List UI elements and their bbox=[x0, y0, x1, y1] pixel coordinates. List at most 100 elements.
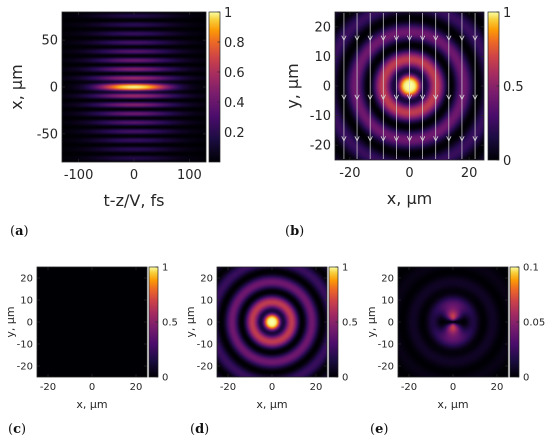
colorbar-tick-label: 0.5 bbox=[503, 80, 524, 95]
panel-b: -20 0 20 -20 -10 0 10 20 x, μm y, μm 0 0.5 1 (b) bbox=[283, 6, 524, 239]
y-axis-label: y, μm bbox=[365, 306, 378, 337]
y-tick-label: 10 bbox=[381, 296, 394, 307]
x-axis-label: x, μm bbox=[76, 398, 107, 411]
colorbar-tick-label: 0 bbox=[503, 154, 511, 169]
y-tick-label: 10 bbox=[20, 296, 33, 307]
colorbar-tick-label: 0.5 bbox=[342, 318, 358, 329]
panel-label: (b) bbox=[285, 224, 304, 239]
streamline-arrow bbox=[446, 94, 452, 101]
streamline-arrow bbox=[354, 35, 360, 42]
y-tick-label: -10 bbox=[378, 340, 394, 351]
y-axis-label: x, μm bbox=[7, 64, 26, 109]
y-tick-label: 20 bbox=[20, 274, 33, 285]
streamline-arrow bbox=[459, 136, 465, 142]
y-tick-label: -10 bbox=[197, 340, 213, 351]
streamline-arrow bbox=[341, 94, 347, 101]
streamline-arrow bbox=[459, 35, 465, 42]
x-tick-label: 20 bbox=[310, 382, 323, 393]
y-tick-label: 50 bbox=[41, 34, 58, 49]
streamline-arrow bbox=[393, 35, 399, 42]
colorbar-tick-label: 0.6 bbox=[224, 66, 245, 81]
x-tick-label: -100 bbox=[64, 168, 94, 183]
colorbar-tick-label: 1 bbox=[342, 263, 348, 274]
colorbar-tick-label: 1 bbox=[162, 263, 168, 274]
x-tick-label: -20 bbox=[401, 382, 417, 393]
y-tick-label: -20 bbox=[378, 362, 394, 373]
streamline-arrow bbox=[341, 35, 347, 42]
x-tick-label: -20 bbox=[40, 382, 56, 393]
y-tick-label: 20 bbox=[200, 274, 213, 285]
y-tick-label: 0 bbox=[207, 318, 213, 329]
streamline-arrow bbox=[433, 136, 439, 142]
colorbar-tick-label: 0.4 bbox=[224, 96, 245, 111]
heatmap-image bbox=[37, 267, 147, 377]
y-tick-label: -50 bbox=[37, 127, 58, 142]
colorbar-tick-label: 0 bbox=[342, 373, 348, 384]
streamline-arrow bbox=[459, 94, 465, 101]
colorbar-tick-label: 0.5 bbox=[162, 318, 178, 329]
streamline-arrow bbox=[433, 35, 439, 42]
streamline-arrow bbox=[446, 136, 452, 142]
y-tick-label: -20 bbox=[17, 362, 33, 373]
streamline-arrow bbox=[393, 94, 399, 101]
streamlines bbox=[341, 13, 478, 159]
x-tick-label: 0 bbox=[89, 382, 95, 393]
streamline-arrow bbox=[406, 35, 413, 42]
streamline-arrow bbox=[380, 94, 386, 101]
streamline-arrow bbox=[393, 136, 399, 142]
y-axis-label: y, μm bbox=[283, 63, 302, 108]
panel-label: (d) bbox=[190, 422, 209, 437]
x-tick-label: 0 bbox=[405, 166, 413, 181]
y-tick-label: 10 bbox=[314, 50, 331, 65]
x-tick-label: 100 bbox=[177, 168, 202, 183]
colorbar-tick-label: 0.05 bbox=[523, 318, 545, 329]
x-tick-label: 20 bbox=[130, 382, 143, 393]
streamline-arrow bbox=[420, 136, 426, 142]
heatmap-image bbox=[398, 267, 508, 377]
colorbar-tick-label: 0 bbox=[162, 373, 168, 384]
streamline-arrow bbox=[472, 136, 478, 142]
streamline-arrow bbox=[433, 94, 439, 101]
y-tick-label: 20 bbox=[381, 274, 394, 285]
y-axis-label: y, μm bbox=[4, 306, 17, 337]
colorbar-tick-label: 1 bbox=[503, 6, 511, 21]
panel-a: -100 0 100 -50 0 50 t-z/V, fs x, μm 0.2 0.4 0.6 0.8… bbox=[7, 6, 245, 239]
colorbar-tick-label: 0.8 bbox=[224, 36, 245, 51]
panel-label: (a) bbox=[10, 224, 29, 239]
y-tick-label: -20 bbox=[197, 362, 213, 373]
panel-c: -20 0 20 -20 -10 0 10 20 x, μm y, μm 0 0.5 1 (c) bbox=[4, 263, 178, 438]
colorbar-tick-label: 1 bbox=[224, 6, 232, 21]
y-axis-label: y, μm bbox=[184, 306, 197, 337]
streamline-arrow bbox=[354, 94, 360, 101]
streamline-arrow bbox=[380, 136, 386, 142]
panel-label: (c) bbox=[8, 422, 26, 437]
streamline-arrow bbox=[380, 35, 386, 42]
colorbar bbox=[208, 11, 221, 163]
y-tick-label: -20 bbox=[310, 139, 331, 154]
streamline-arrow bbox=[367, 94, 373, 101]
streamline-arrow bbox=[354, 136, 360, 142]
y-tick-label: -10 bbox=[17, 340, 33, 351]
streamline-arrow bbox=[472, 35, 478, 42]
x-tick-label: 0 bbox=[269, 382, 275, 393]
heatmap-image bbox=[217, 267, 327, 377]
y-tick-label: 0 bbox=[50, 81, 58, 96]
panel-d: -20 0 20 -20 -10 0 10 20 x, μm y, μm 0 0.5 1 (d) bbox=[184, 263, 358, 438]
y-tick-label: 0 bbox=[27, 318, 33, 329]
streamline-arrow bbox=[472, 94, 478, 101]
x-tick-label: 0 bbox=[450, 382, 456, 393]
x-tick-label: 20 bbox=[491, 382, 504, 393]
x-tick-label: 20 bbox=[461, 166, 478, 181]
colorbar-tick-label: 0.2 bbox=[224, 126, 245, 141]
colorbar-tick-label: 0.1 bbox=[523, 263, 539, 274]
y-tick-label: -10 bbox=[310, 109, 331, 124]
x-axis-label: t-z/V, fs bbox=[104, 191, 165, 210]
x-axis-label: x, μm bbox=[387, 189, 432, 208]
streamline-arrow bbox=[367, 35, 373, 42]
y-tick-label: 20 bbox=[314, 20, 331, 35]
streamline-arrow bbox=[446, 35, 452, 42]
y-tick-label: 0 bbox=[388, 318, 394, 329]
x-tick-label: -20 bbox=[339, 166, 360, 181]
streamline-arrow bbox=[406, 136, 413, 142]
